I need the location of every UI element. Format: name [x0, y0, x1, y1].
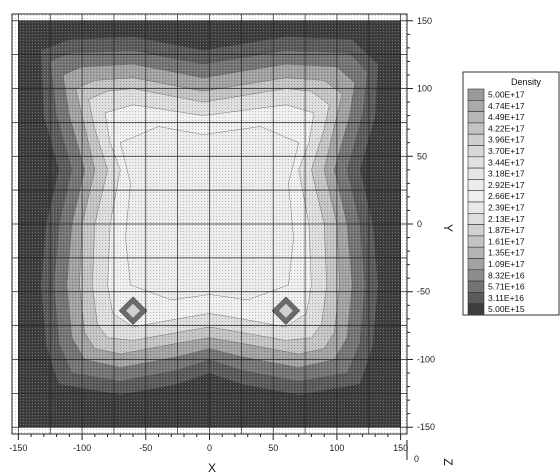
legend-swatch [467, 133, 485, 146]
legend-entry-label: 5.00E+17 [488, 90, 525, 100]
legend-entry-label: 3.70E+17 [488, 146, 525, 156]
legend-entry-label: 3.44E+17 [488, 157, 525, 167]
y-tick-label: 50 [417, 151, 427, 161]
x-tick-label: -150 [9, 443, 27, 453]
legend-swatch [467, 292, 485, 304]
legend-entry-label: 2.13E+17 [488, 214, 525, 224]
dark-spots [118, 296, 301, 326]
legend-swatch [467, 100, 485, 112]
legend: Density 5.00E+174.74E+174.49E+174.22E+17… [462, 71, 560, 316]
legend-entry-label: 4.49E+17 [488, 112, 525, 122]
x-tick-label: 100 [329, 443, 344, 453]
legend-swatch [467, 280, 485, 293]
legend-entry-label: 5.00E+15 [488, 304, 525, 314]
legend-swatch [467, 167, 485, 180]
legend-entry-label: 4.22E+17 [488, 123, 525, 133]
grid-lines [12, 14, 407, 434]
dark-spot-core-1 [126, 303, 141, 318]
legend-entry-label: 1.35E+17 [488, 248, 525, 258]
y-tick-label: -150 [417, 422, 435, 432]
legend-swatch [467, 303, 485, 316]
legend-entry-label: 1.61E+17 [488, 236, 525, 246]
legend-entry-label: 5.71E+16 [488, 282, 525, 292]
y-axis-label: Y [441, 224, 455, 232]
y-tick-label: 150 [417, 16, 432, 26]
legend-entry-label: 8.32E+16 [488, 270, 525, 280]
dark-spot-core-2 [278, 303, 293, 318]
x-tick-label: 150 [393, 443, 408, 453]
legend-items: 5.00E+174.74E+174.49E+174.22E+17 3.96E+17… [467, 88, 525, 316]
z-axis-label: Z [441, 458, 455, 465]
x-tick-label: 0 [207, 443, 212, 453]
legend-swatch [467, 111, 485, 124]
legend-entry-label: 3.18E+17 [488, 169, 525, 179]
y-axis-ticks: 150 100 50 0 -50 -100 -150 [407, 16, 435, 432]
legend-swatch [467, 258, 485, 271]
x-axis-ticks: -150 -100 -50 0 50 100 150 [9, 434, 408, 453]
x-tick-label: 50 [268, 443, 278, 453]
y-tick-label: 100 [417, 84, 432, 94]
legend-swatch [467, 190, 485, 203]
legend-swatch [467, 269, 485, 282]
legend-swatch [467, 224, 485, 237]
x-axis-label: X [208, 461, 216, 475]
legend-entry-label: 2.92E+17 [488, 180, 525, 190]
x-tick-label: -50 [139, 443, 152, 453]
legend-swatch [467, 213, 485, 225]
legend-entry-label: 3.11E+16 [488, 293, 524, 303]
legend-entry-label: 2.39E+17 [488, 203, 525, 213]
y-tick-label: -100 [417, 354, 435, 364]
legend-entry-label: 1.87E+17 [488, 225, 525, 235]
legend-entry-label: 2.66E+17 [488, 191, 525, 201]
legend-swatch [467, 246, 485, 259]
legend-title: Density [511, 77, 542, 87]
legend-entry-label: 3.96E+17 [488, 135, 525, 145]
legend-swatch [467, 88, 485, 101]
legend-swatch [467, 156, 485, 169]
legend-entry-label: 4.74E+17 [488, 101, 525, 111]
legend-entry-label: 1.09E+17 [488, 259, 525, 269]
y-tick-label: -50 [417, 287, 430, 297]
y-tick-label: 0 [417, 219, 422, 229]
plot-area [12, 14, 407, 434]
legend-swatch [467, 179, 485, 191]
legend-swatch [467, 201, 485, 214]
z-tick-label: 0 [414, 454, 419, 464]
x-tick-label: -100 [73, 443, 91, 453]
legend-swatch [467, 122, 485, 135]
legend-swatch [467, 145, 485, 158]
legend-swatch [467, 235, 485, 248]
